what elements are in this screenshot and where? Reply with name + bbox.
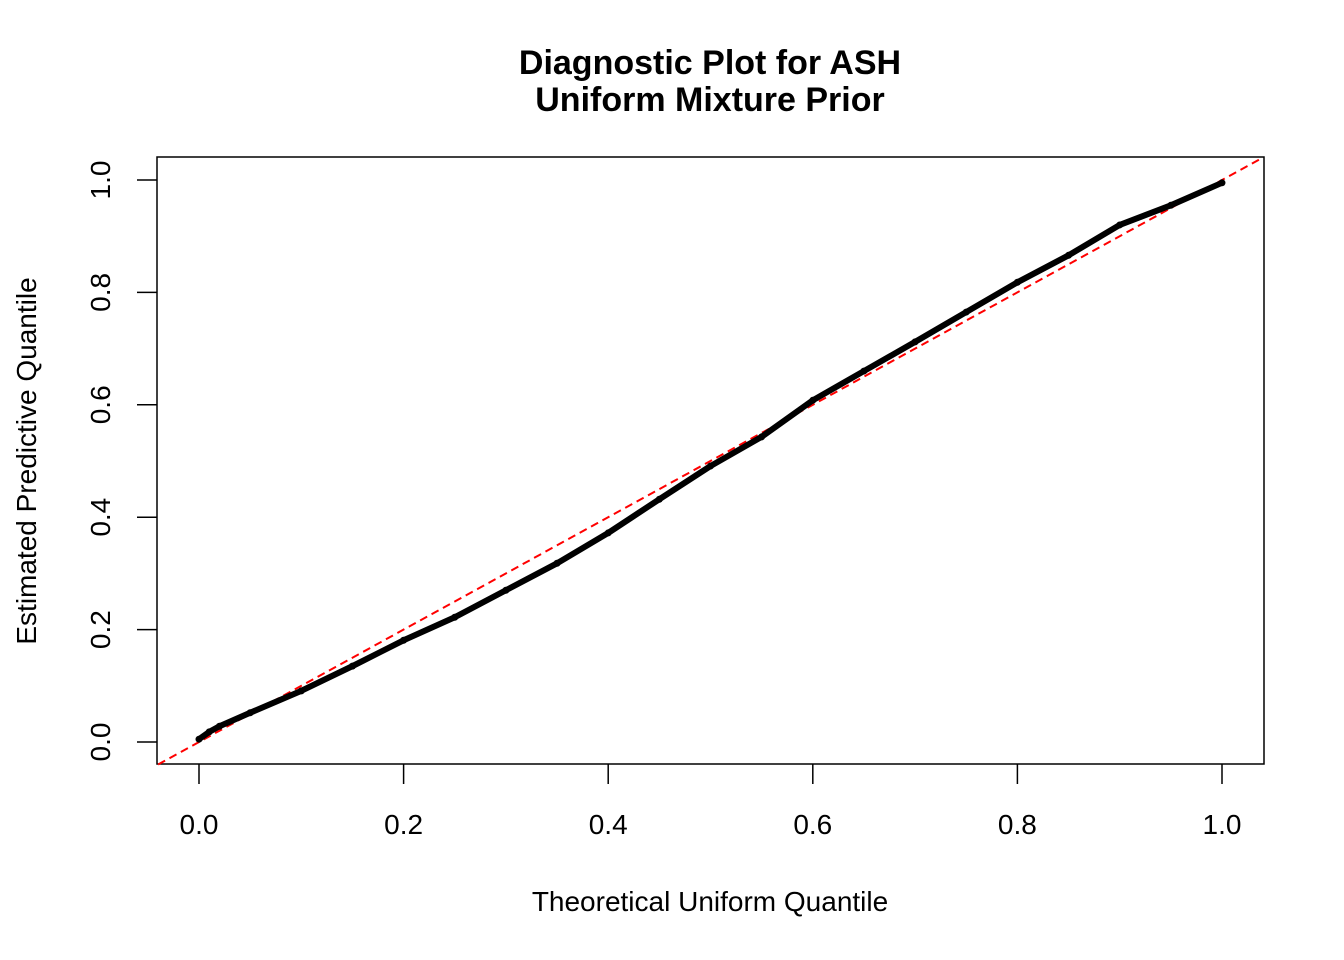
data-point <box>297 687 305 695</box>
y-tick-label: 0.0 <box>85 723 116 762</box>
data-point <box>553 559 561 567</box>
plot-frame <box>156 156 1265 765</box>
data-point <box>911 338 919 346</box>
data-point <box>1116 221 1124 229</box>
x-axis: 0.0 0.2 0.4 0.6 0.8 1.0 <box>180 764 1242 840</box>
data-point <box>246 709 254 717</box>
data-point <box>758 433 766 441</box>
y-tick-label: 0.8 <box>85 273 116 312</box>
data-points <box>157 156 1264 766</box>
y-tick-label: 0.6 <box>85 385 116 424</box>
reference-line <box>157 156 1264 766</box>
y-axis-label: Estimated Predictive Quantile <box>11 277 42 644</box>
data-point <box>962 308 970 316</box>
data-point <box>1218 179 1226 187</box>
x-tick-label: 0.0 <box>180 809 219 840</box>
data-point <box>1013 278 1021 286</box>
x-axis-label: Theoretical Uniform Quantile <box>532 886 888 917</box>
x-tick-label: 0.4 <box>589 809 628 840</box>
y-tick-label: 1.0 <box>85 161 116 200</box>
data-point <box>1065 251 1073 259</box>
y-tick-label: 0.2 <box>85 610 116 649</box>
x-tick-label: 0.6 <box>793 809 832 840</box>
chart-subtitle: Uniform Mixture Prior <box>535 81 884 119</box>
data-point <box>1167 201 1175 209</box>
data-point <box>400 636 408 644</box>
data-point <box>195 735 203 743</box>
data-point <box>809 396 817 404</box>
data-point <box>205 728 213 736</box>
data-point <box>451 613 459 621</box>
chart-title: Diagnostic Plot for ASH <box>519 44 901 82</box>
y-tick-label: 0.4 <box>85 498 116 537</box>
x-tick-label: 1.0 <box>1203 809 1242 840</box>
data-point <box>707 462 714 470</box>
data-point <box>348 662 356 670</box>
data-point <box>604 529 612 537</box>
data-point <box>655 495 663 503</box>
data-point <box>215 722 223 730</box>
y-axis: 0.0 0.2 0.4 0.6 0.8 1.0 <box>85 161 157 762</box>
data-point <box>502 586 510 594</box>
data-point <box>860 367 868 375</box>
x-tick-label: 0.2 <box>384 809 423 840</box>
x-tick-label: 0.8 <box>998 809 1037 840</box>
